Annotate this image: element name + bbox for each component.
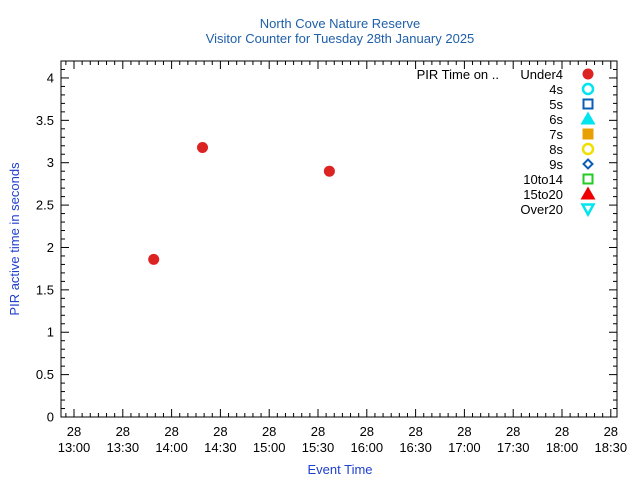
legend-label-4s: 4s	[549, 82, 563, 97]
x-axis: 2813:002813:302814:002814:302815:002815:…	[58, 61, 627, 455]
x-tick-day-label: 28	[164, 424, 178, 439]
x-tick-time-label: 13:30	[107, 440, 140, 455]
legend-label-7s: 7s	[549, 127, 563, 142]
legend-marker-4s	[581, 82, 595, 96]
x-tick-day-label: 28	[604, 424, 618, 439]
data-point-under4	[323, 165, 335, 177]
legend-label-10to14: 10to14	[523, 172, 563, 187]
legend-title: PIR Time on ..	[417, 67, 499, 82]
y-tick-label: 0	[47, 410, 54, 425]
legend: PIR Time on .. Under44s5s6s7s8s9s10to141…	[417, 67, 596, 218]
chart-title: North Cove Nature Reserve	[260, 16, 420, 31]
y-tick-label: 1.5	[36, 282, 54, 297]
x-tick-time-label: 17:00	[448, 440, 481, 455]
y-tick-label: 1	[47, 325, 54, 340]
plot-frame	[60, 60, 618, 418]
x-tick-day-label: 28	[67, 424, 81, 439]
x-axis-title: Event Time	[307, 462, 372, 477]
legend-marker-10to14	[582, 173, 594, 185]
x-tick-day-label: 28	[457, 424, 471, 439]
legend-label-8s: 8s	[549, 142, 563, 157]
x-tick-time-label: 15:00	[253, 440, 286, 455]
legend-label-6s: 6s	[549, 112, 563, 127]
x-tick-day-label: 28	[213, 424, 227, 439]
y-tick-label: 4	[47, 70, 54, 85]
legend-marker-15to20	[580, 186, 596, 200]
x-tick-time-label: 14:00	[155, 440, 188, 455]
x-tick-time-label: 18:30	[595, 440, 628, 455]
x-tick-day-label: 28	[408, 424, 422, 439]
y-axis-title: PIR active time in seconds	[7, 162, 22, 316]
data-point-under4	[197, 141, 209, 153]
legend-marker-9s	[582, 158, 594, 170]
y-axis: 0 0.5 1 1.5 2 2.5 3 3.5 4	[36, 68, 617, 425]
x-tick-time-label: 14:30	[204, 440, 237, 455]
x-tick-day-label: 28	[555, 424, 569, 439]
x-tick-time-label: 16:00	[351, 440, 384, 455]
legend-label-over20: Over20	[520, 202, 563, 217]
x-tick-day-label: 28	[116, 424, 130, 439]
x-tick-day-label: 28	[262, 424, 276, 439]
legend-label-15to20: 15to20	[523, 187, 563, 202]
legend-label-9s: 9s	[549, 157, 563, 172]
legend-marker-under4	[582, 68, 594, 80]
y-tick-label: 3.5	[36, 113, 54, 128]
x-tick-time-label: 17:30	[497, 440, 530, 455]
x-tick-day-label: 28	[311, 424, 325, 439]
legend-marker-8s	[581, 142, 595, 156]
data-points	[148, 141, 335, 265]
x-tick-time-label: 18:00	[546, 440, 579, 455]
legend-label-5s: 5s	[549, 97, 563, 112]
x-tick-time-label: 16:30	[399, 440, 432, 455]
legend-label-under4: Under4	[520, 67, 563, 82]
y-tick-label: 3	[47, 155, 54, 170]
legend-marker-7s	[582, 128, 594, 140]
x-tick-day-label: 28	[360, 424, 374, 439]
legend-marker-over20	[580, 203, 596, 218]
data-point-under4	[148, 253, 160, 265]
chart-subtitle: Visitor Counter for Tuesday 28th January…	[206, 31, 475, 46]
x-tick-time-label: 13:00	[58, 440, 91, 455]
y-tick-label: 2.5	[36, 198, 54, 213]
legend-marker-6s	[580, 111, 596, 125]
x-tick-time-label: 15:30	[302, 440, 335, 455]
y-tick-label: 2	[47, 240, 54, 255]
y-tick-label: 0.5	[36, 367, 54, 382]
x-tick-day-label: 28	[506, 424, 520, 439]
legend-marker-5s	[582, 98, 594, 110]
